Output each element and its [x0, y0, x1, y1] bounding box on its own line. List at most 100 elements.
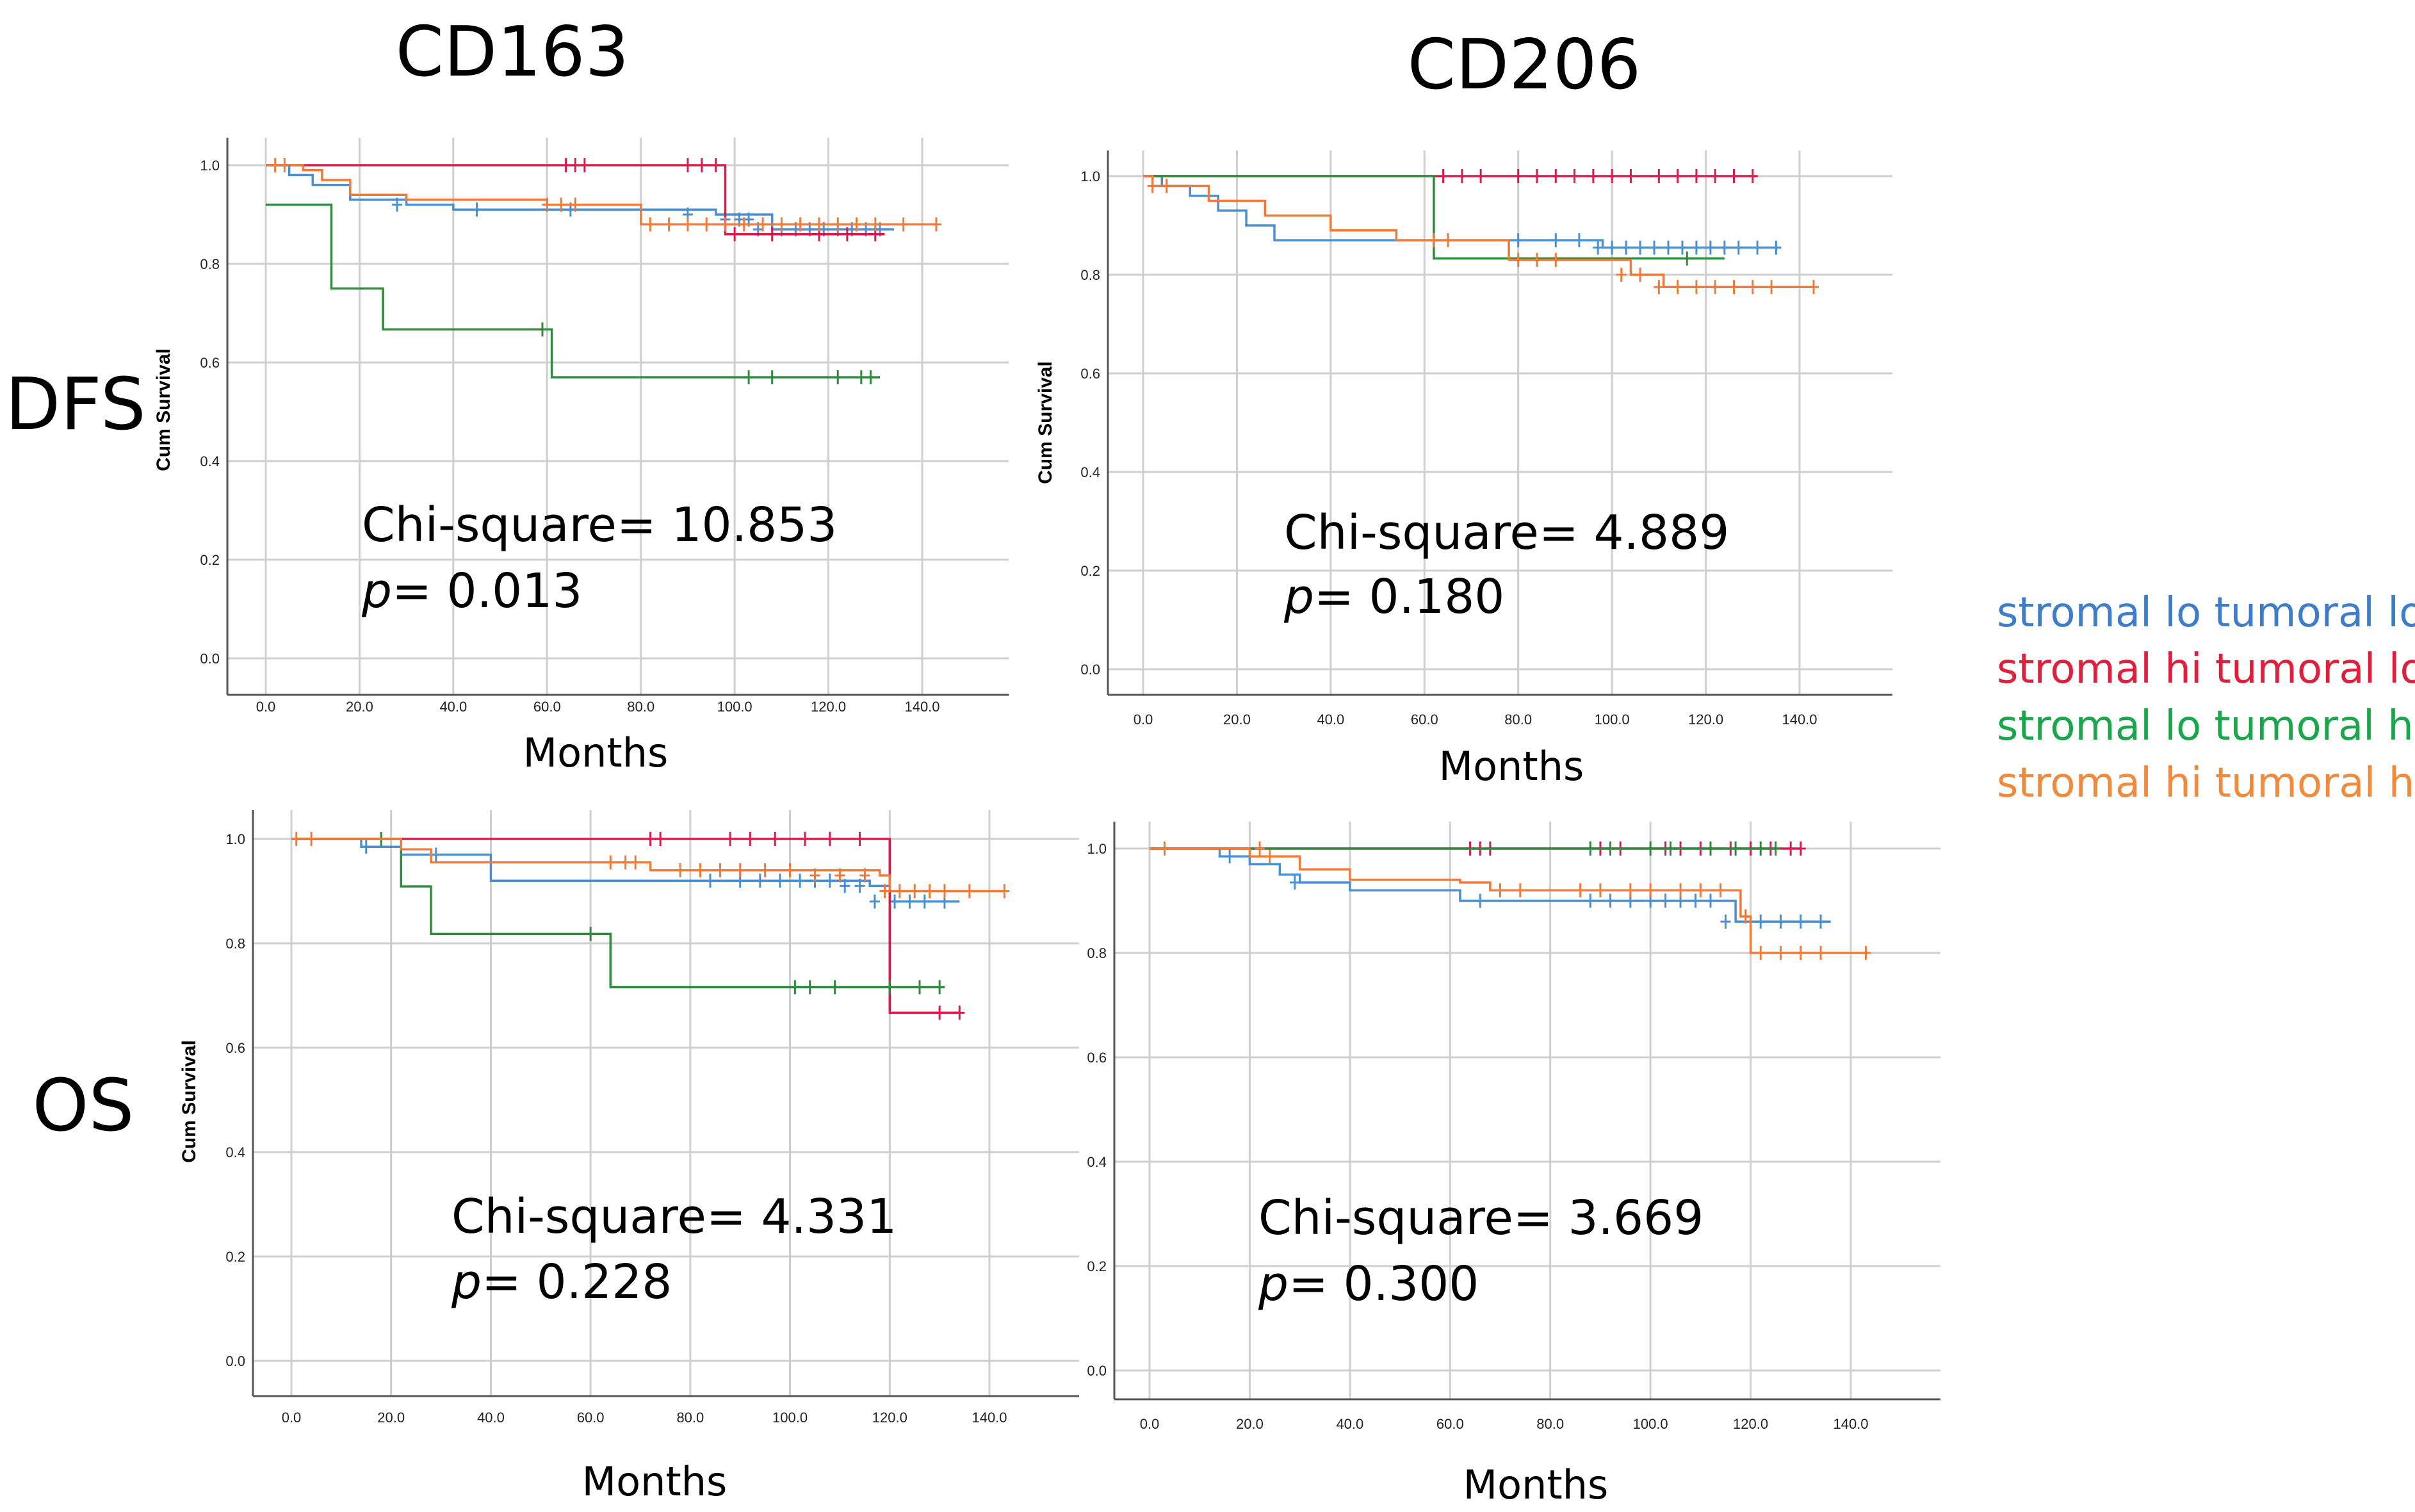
censor-mark — [824, 832, 835, 846]
x-tick-label: 40.0 — [1336, 1416, 1363, 1432]
censor-mark — [934, 980, 945, 995]
censor-mark — [620, 855, 631, 870]
censor-mark — [270, 158, 281, 172]
x-tick-label: 40.0 — [1317, 711, 1344, 728]
x-tick-label: 120.0 — [1733, 1416, 1768, 1432]
x-tick-label: 100.0 — [772, 1410, 808, 1426]
censor-mark — [1775, 946, 1786, 960]
censor-mark — [1605, 893, 1616, 908]
censor-mark — [715, 863, 726, 877]
x-axis-label: Months — [1463, 1461, 1609, 1508]
censor-mark — [834, 868, 845, 883]
x-tick-label: 80.0 — [1504, 711, 1532, 728]
censor-mark — [767, 227, 777, 241]
y-tick-label: 0.8 — [1080, 267, 1100, 283]
y-tick-label: 0.4 — [200, 453, 220, 469]
censor-mark — [1720, 915, 1731, 929]
censor-mark — [720, 217, 731, 232]
p-value: = 0.228 — [482, 1255, 672, 1310]
censor-mark — [1147, 179, 1158, 193]
censor-mark — [898, 217, 909, 232]
censor-mark — [735, 863, 745, 877]
x-axis-label: Months — [582, 1458, 728, 1505]
p-value-label: p= 0.228 — [451, 1255, 672, 1310]
censor-mark — [1588, 169, 1598, 183]
y-tick-label: 0.8 — [1087, 945, 1107, 961]
censor-mark — [1705, 841, 1716, 856]
panel-cd206-dfs: 0.0 20.0 40.0 60.0 80.0 100.0 120.0 140.0 0.0 0.2… — [1035, 150, 1892, 790]
x-tick-label: 100.0 — [717, 699, 752, 715]
censor-mark — [1770, 841, 1781, 856]
row-title-os: OS — [32, 1064, 134, 1148]
censor-mark — [840, 879, 850, 893]
censor-mark — [1616, 268, 1627, 282]
censor-mark — [1715, 883, 1726, 898]
censor-mark — [1607, 169, 1618, 183]
x-tick-label: 120.0 — [872, 1410, 907, 1426]
p-value-label: p= 0.180 — [1283, 569, 1504, 624]
x-tick-label: 140.0 — [1782, 711, 1817, 728]
y-tick-label: 1.0 — [1080, 168, 1100, 184]
censor-mark — [1595, 883, 1606, 898]
censor-mark — [1569, 169, 1580, 183]
censor-mark — [1733, 240, 1744, 255]
panel-cd163-os: 0.0 20.0 40.0 60.0 80.0 100.0 120.0 140.0 0.0 0.2… — [179, 810, 1079, 1505]
censor-mark — [306, 832, 317, 846]
censor-mark — [865, 370, 876, 385]
censor-mark — [854, 832, 865, 846]
censor-mark — [1730, 841, 1741, 856]
censor-mark — [695, 863, 706, 877]
y-tick-label: 0.2 — [1080, 563, 1100, 579]
censor-mark — [663, 217, 674, 232]
x-tick-label: 20.0 — [377, 1410, 405, 1426]
legend-entry-hi-hi: stromal hi tumoral hi — [1997, 760, 2415, 807]
legend-entry-hi-lo: stromal hi tumoral lo — [1997, 646, 2415, 693]
censor-mark — [1573, 233, 1584, 248]
censor-mark — [859, 868, 870, 883]
censor-mark — [682, 217, 693, 232]
y-tick-label: 0.0 — [1080, 662, 1100, 678]
censor-mark — [1593, 240, 1604, 255]
chi-square-label: Chi-square= 10.853 — [362, 498, 837, 553]
censor-mark — [1635, 240, 1646, 255]
censor-mark — [1456, 169, 1467, 183]
censor-mark — [1816, 946, 1826, 960]
censor-mark — [999, 884, 1010, 898]
censor-mark — [1705, 240, 1716, 255]
censor-mark — [279, 158, 290, 172]
censor-mark — [1428, 233, 1439, 248]
censor-mark — [392, 197, 402, 212]
censor-mark — [1755, 841, 1766, 856]
censor-mark — [1710, 280, 1721, 295]
p-symbol: p — [361, 564, 392, 619]
km-curve-stromal-hi-tumoral-hi — [291, 838, 1005, 893]
censor-mark — [710, 158, 721, 172]
censor-mark — [745, 832, 756, 846]
censor-mark — [795, 217, 806, 232]
censor-mark — [758, 217, 768, 232]
censor-mark — [1289, 875, 1300, 890]
censor-mark — [1645, 841, 1656, 856]
censor-mark — [1860, 946, 1871, 960]
col-title-cd163: CD163 — [396, 12, 630, 92]
censor-mark — [570, 158, 581, 172]
legend: stromal lo tumoral lo stromal hi tumoral… — [1997, 589, 2415, 807]
censor-mark — [701, 217, 712, 232]
censor-mark — [775, 874, 785, 888]
censor-mark — [1663, 240, 1673, 255]
x-tick-label: 60.0 — [577, 1410, 605, 1426]
censor-mark — [909, 884, 920, 898]
censor-mark — [1255, 841, 1265, 856]
censor-mark — [1515, 883, 1525, 898]
km-curve-stromal-lo-tumoral-hi — [291, 838, 945, 989]
x-tick-label: 140.0 — [904, 699, 939, 715]
censor-mark — [1747, 169, 1758, 183]
censor-mark — [1795, 915, 1806, 929]
censor-mark — [1747, 280, 1758, 295]
censor-mark — [537, 322, 548, 337]
x-tick-label: 0.0 — [256, 699, 276, 715]
censor-mark — [813, 217, 824, 232]
censor-mark — [854, 879, 865, 893]
censor-mark — [770, 832, 781, 846]
